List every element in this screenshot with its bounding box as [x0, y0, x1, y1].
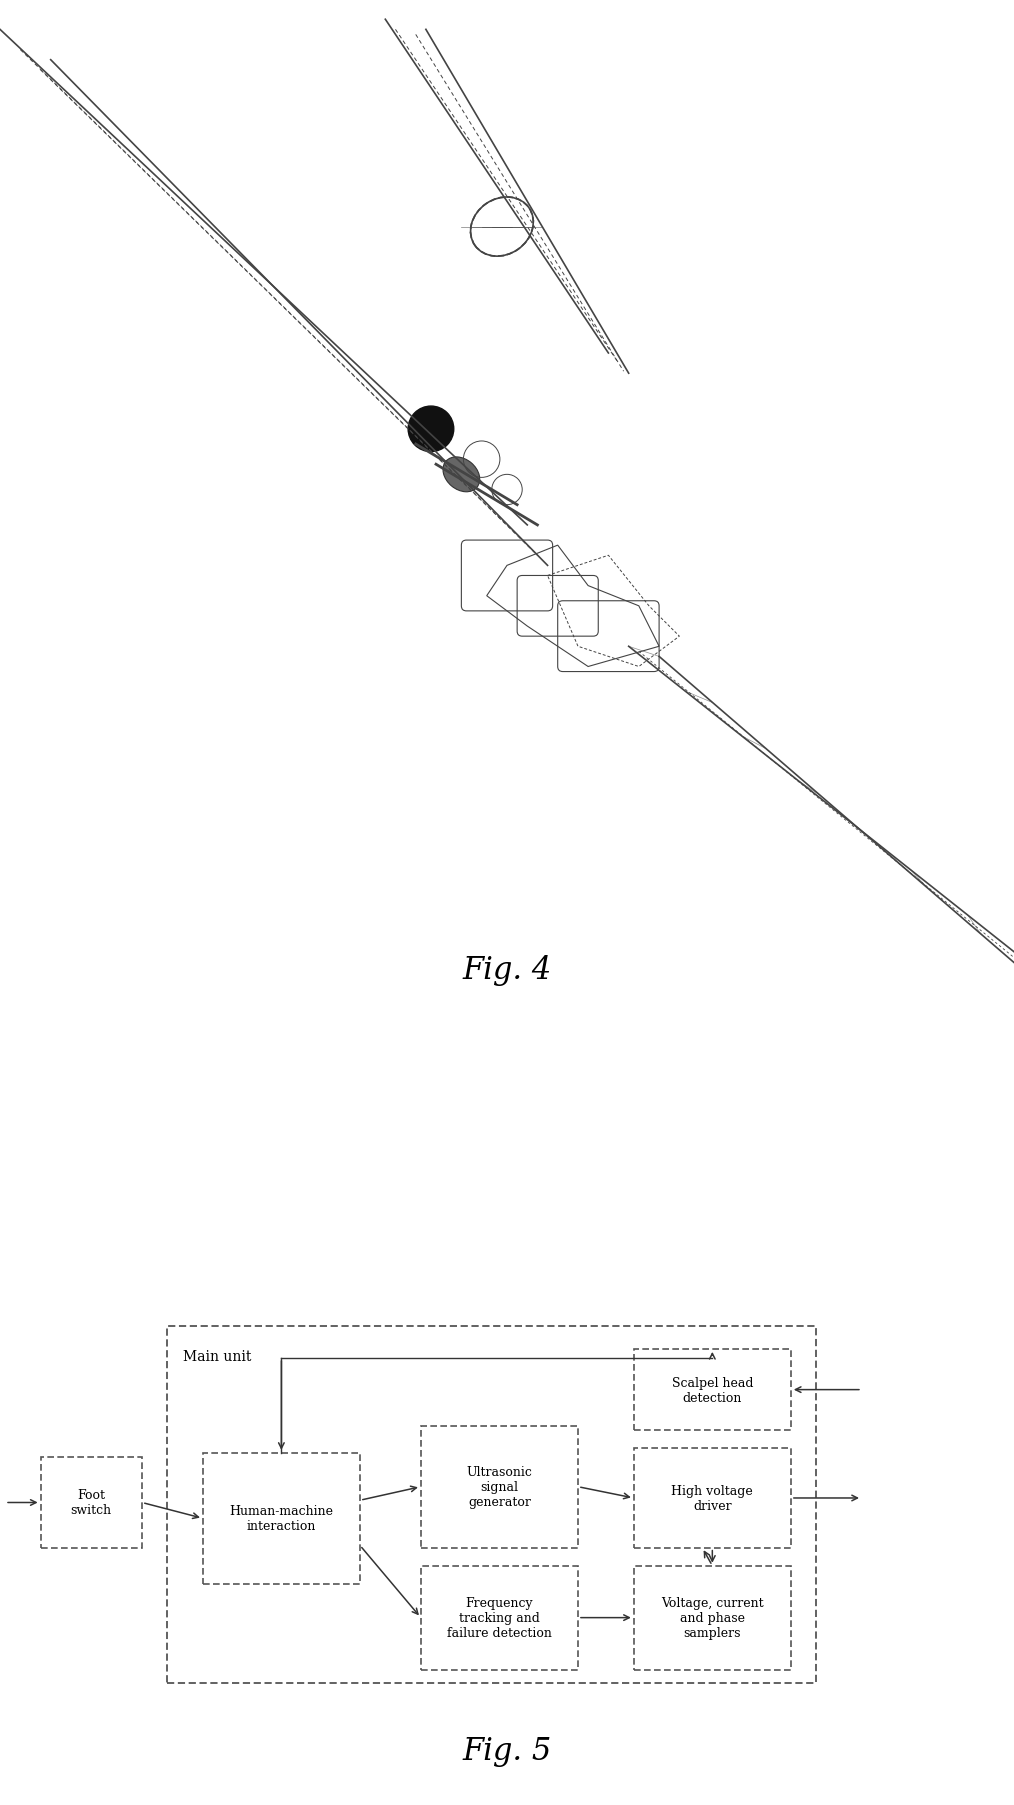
Text: Ultrasonic
signal
generator: Ultrasonic signal generator [466, 1466, 532, 1509]
Text: High voltage
driver: High voltage driver [671, 1484, 753, 1513]
Text: Fig. 5: Fig. 5 [462, 1735, 552, 1767]
Text: Scalpel head
detection: Scalpel head detection [671, 1375, 753, 1404]
Text: Main unit: Main unit [183, 1350, 250, 1363]
Text: Voltage, current
and phase
samplers: Voltage, current and phase samplers [661, 1596, 764, 1639]
Text: Frequency
tracking and
failure detection: Frequency tracking and failure detection [447, 1596, 552, 1639]
Text: Human-machine
interaction: Human-machine interaction [229, 1504, 334, 1532]
Text: Foot
switch: Foot switch [71, 1489, 112, 1516]
Text: Fig. 4: Fig. 4 [462, 955, 552, 986]
Ellipse shape [443, 458, 480, 493]
Ellipse shape [408, 406, 454, 453]
